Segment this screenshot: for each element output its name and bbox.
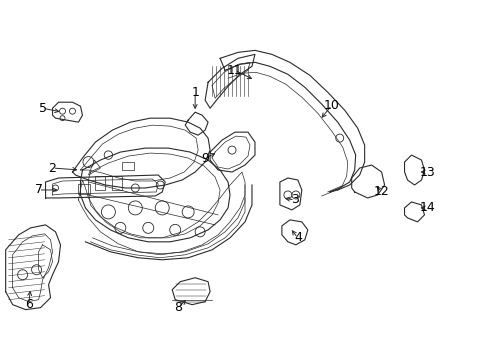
Text: 1: 1 — [191, 86, 199, 99]
Text: 4: 4 — [294, 231, 302, 244]
Text: 7: 7 — [35, 184, 43, 197]
Text: 12: 12 — [374, 185, 390, 198]
Bar — [96, 176, 105, 190]
Text: 13: 13 — [419, 166, 435, 179]
Bar — [112, 176, 122, 190]
Text: 9: 9 — [201, 152, 209, 165]
Text: 8: 8 — [174, 301, 182, 314]
Bar — [122, 162, 134, 170]
Text: 5: 5 — [39, 102, 47, 115]
Text: 2: 2 — [49, 162, 56, 175]
Text: 10: 10 — [324, 99, 340, 112]
Text: 6: 6 — [24, 298, 32, 311]
Text: 3: 3 — [291, 193, 299, 206]
Bar — [78, 184, 91, 194]
Text: 11: 11 — [227, 64, 243, 77]
Text: 14: 14 — [419, 202, 435, 215]
